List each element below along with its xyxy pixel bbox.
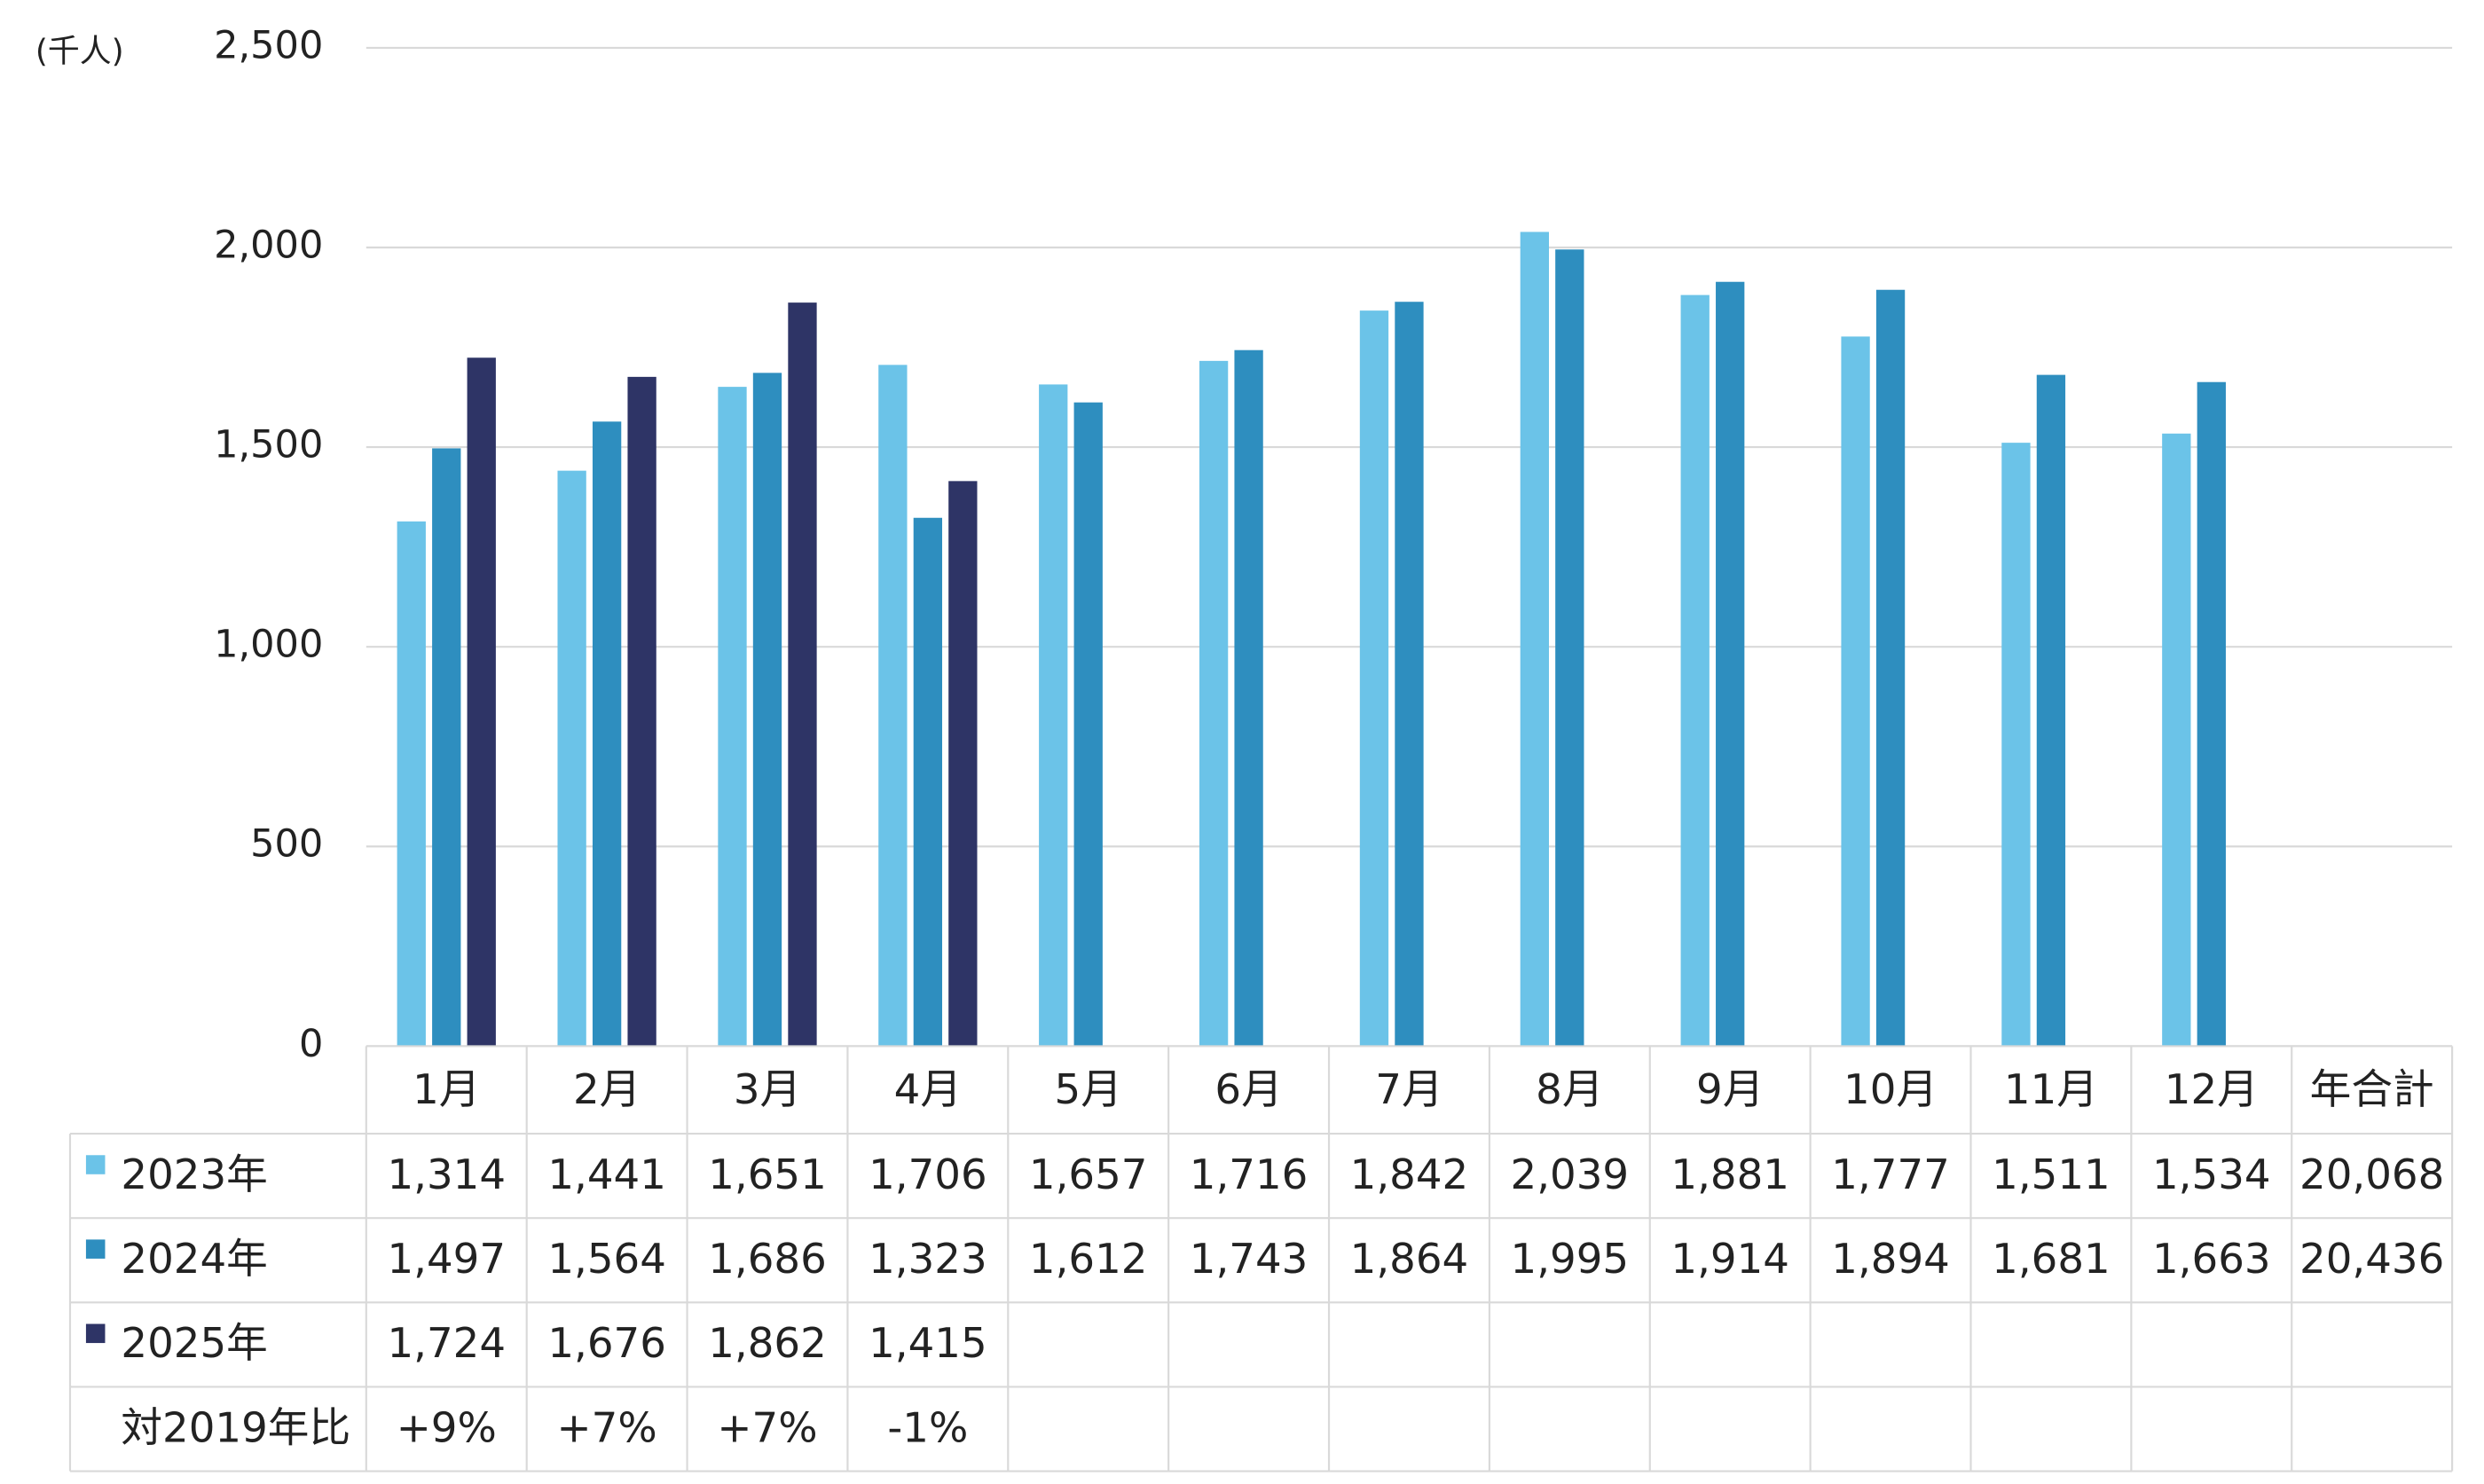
table-cell: 1,743 — [1190, 1236, 1309, 1284]
y-tick-label: 500 — [250, 822, 323, 867]
x-tick-label: 11月 — [2004, 1066, 2098, 1114]
table-cell: -1% — [887, 1404, 968, 1452]
x-tick-label: 1月 — [413, 1066, 480, 1114]
table-cell: 1,995 — [1511, 1236, 1630, 1284]
table-cell: +7% — [557, 1404, 657, 1452]
table-cell: 20,436 — [2299, 1236, 2444, 1284]
table-cell: 1,497 — [387, 1236, 506, 1284]
bar — [2036, 374, 2066, 1047]
table-cell: 1,323 — [869, 1236, 987, 1284]
bar — [1520, 232, 1549, 1047]
bar — [1680, 294, 1710, 1047]
x-tick-label: 5月 — [1055, 1066, 1122, 1114]
legend-label: 2023年 — [121, 1151, 267, 1199]
table-header: 年合計 — [2310, 1066, 2434, 1114]
bar — [2162, 433, 2191, 1047]
legend-label: 2024年 — [121, 1236, 267, 1284]
table-cell: +7% — [717, 1404, 817, 1452]
table-cell: 1,564 — [547, 1236, 666, 1284]
table-cell: 1,612 — [1029, 1236, 1148, 1284]
bar — [1555, 249, 1584, 1047]
table-cell: 1,441 — [547, 1151, 666, 1199]
bar — [1395, 302, 1424, 1047]
table-cell: 1,716 — [1190, 1151, 1309, 1199]
table-cell: 1,894 — [1831, 1236, 1950, 1284]
table-cell: 1,511 — [1992, 1151, 2111, 1199]
bar — [627, 376, 656, 1047]
table-cell: 1,663 — [2152, 1236, 2271, 1284]
bar — [1234, 349, 1263, 1047]
x-tick-label: 3月 — [734, 1066, 801, 1114]
bar — [718, 387, 747, 1047]
x-tick-label: 10月 — [1843, 1066, 1938, 1114]
x-tick-label: 9月 — [1696, 1066, 1764, 1114]
legend-swatch — [85, 1239, 106, 1259]
bar — [1199, 360, 1229, 1047]
bar — [948, 481, 978, 1047]
table-cell: +9% — [397, 1404, 497, 1452]
table-cell: 2,039 — [1511, 1151, 1630, 1199]
table-cell: 1,914 — [1670, 1236, 1789, 1284]
bar — [397, 521, 426, 1047]
bar — [2197, 381, 2226, 1047]
row-label: 対2019年比 — [121, 1404, 350, 1452]
legend-label: 2025年 — [121, 1320, 267, 1368]
bar — [557, 470, 586, 1047]
table-cell: 1,657 — [1029, 1151, 1148, 1199]
bar — [1073, 402, 1103, 1047]
table-cell: 1,881 — [1670, 1151, 1789, 1199]
table-cell: 20,068 — [2299, 1151, 2444, 1199]
x-tick-label: 7月 — [1375, 1066, 1442, 1114]
x-tick-label: 12月 — [2165, 1066, 2259, 1114]
table-cell: 1,686 — [708, 1236, 827, 1284]
y-tick-label: 1,000 — [214, 623, 323, 667]
bar — [1875, 289, 1906, 1047]
y-tick-label: 0 — [299, 1022, 323, 1066]
bar — [1039, 384, 1068, 1047]
table-cell: 1,864 — [1350, 1236, 1469, 1284]
table-cell: 1,676 — [547, 1320, 666, 1368]
legend-swatch — [85, 1155, 106, 1174]
table-cell: 1,706 — [869, 1151, 987, 1199]
table-cell: 1,681 — [1992, 1236, 2111, 1284]
x-tick-label: 2月 — [573, 1066, 641, 1114]
bar — [432, 448, 461, 1047]
table-cell: 1,534 — [2152, 1151, 2271, 1199]
x-tick-label: 6月 — [1214, 1066, 1282, 1114]
table-cell: 1,314 — [387, 1151, 506, 1199]
bar — [1841, 336, 1870, 1047]
bar — [913, 517, 943, 1047]
table-cell: 1,842 — [1350, 1151, 1469, 1199]
bar — [467, 357, 496, 1047]
x-tick-label: 4月 — [894, 1066, 962, 1114]
bar — [878, 365, 908, 1047]
bar — [2001, 443, 2031, 1047]
bar — [1716, 281, 1745, 1047]
legend-swatch — [85, 1323, 106, 1344]
bar — [1359, 310, 1389, 1047]
x-tick-label: 8月 — [1536, 1066, 1603, 1114]
table-cell: 1,415 — [869, 1320, 987, 1368]
y-axis-label: (千人) — [35, 33, 124, 69]
bar — [592, 421, 622, 1047]
table-cell: 1,651 — [708, 1151, 827, 1199]
y-tick-label: 1,500 — [214, 423, 323, 467]
table-cell: 1,862 — [708, 1320, 827, 1368]
y-tick-label: 2,000 — [214, 224, 323, 268]
bar — [788, 302, 817, 1047]
bar — [752, 373, 782, 1047]
table-cell: 1,724 — [387, 1320, 506, 1368]
table-cell: 1,777 — [1831, 1151, 1950, 1199]
y-tick-label: 2,500 — [214, 23, 323, 67]
